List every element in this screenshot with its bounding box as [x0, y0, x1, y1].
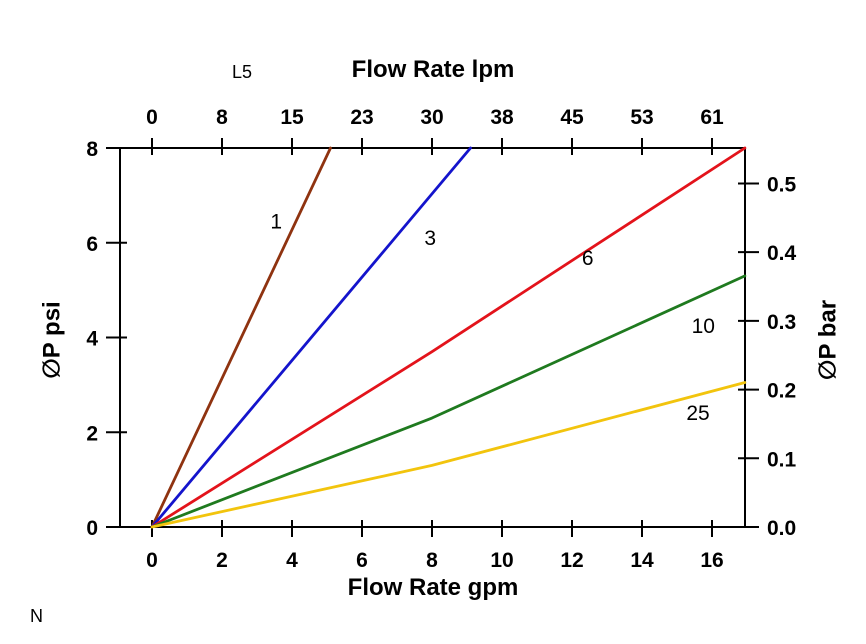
y-left-tick-label: 8: [86, 138, 98, 161]
y-right-tick-label: 0.4: [767, 242, 797, 265]
x-bottom-tick-label: 10: [490, 549, 513, 572]
x-bottom-tick-label: 12: [560, 549, 583, 572]
x-top-tick-label: 23: [350, 106, 373, 129]
y-right-tick-label: 0.0: [767, 517, 796, 540]
x-top-tick-label: 30: [420, 106, 443, 129]
series-line-1: [150, 146, 332, 529]
y-left-tick-label: 2: [86, 422, 98, 445]
annotation-n: N: [30, 606, 43, 626]
plot-frame: [119, 147, 746, 528]
x-bottom-tick-label: 6: [356, 549, 368, 572]
x-top-tick-label: 15: [280, 106, 304, 129]
x-bottom-tick-label: 4: [286, 549, 298, 572]
x-top-tick-label: 45: [560, 106, 584, 129]
x-bottom-tick-label: 8: [426, 549, 438, 572]
series-label-6: 6: [582, 247, 594, 270]
series-line-6: [150, 146, 747, 529]
bottom-axis-title: Flow Rate gpm: [347, 574, 519, 601]
series-label-3: 3: [424, 227, 436, 250]
series-line-3: [150, 146, 472, 529]
annotation-l5: L5: [232, 62, 253, 82]
x-bottom-tick-label: 2: [216, 549, 228, 572]
x-top-tick-label: 0: [146, 106, 158, 129]
x-top-tick-label: 61: [700, 106, 724, 129]
y-left-tick-label: 0: [86, 517, 98, 540]
y-right-tick-label: 0.1: [767, 448, 797, 471]
x-top-tick-label: 38: [490, 106, 514, 129]
x-top-tick-label: 53: [630, 106, 653, 129]
top-axis-title: Flow Rate lpm: [351, 56, 515, 83]
series-line-10: [150, 274, 747, 529]
series-label-25: 25: [686, 402, 709, 425]
y-right-tick-label: 0.2: [767, 380, 796, 403]
series-line-25: [150, 381, 747, 529]
y-left-tick-label: 4: [86, 328, 98, 351]
x-bottom-tick-label: 16: [700, 549, 723, 572]
y-right-tick-label: 0.3: [767, 311, 796, 334]
series-label-10: 10: [692, 315, 715, 338]
x-bottom-tick-label: 14: [630, 549, 654, 572]
y-left-tick-label: 6: [86, 233, 98, 256]
y-right-tick-label: 0.5: [767, 173, 797, 196]
series-label-1: 1: [270, 211, 282, 234]
x-top-tick-label: 8: [216, 106, 228, 129]
x-bottom-tick-label: 0: [146, 549, 158, 572]
